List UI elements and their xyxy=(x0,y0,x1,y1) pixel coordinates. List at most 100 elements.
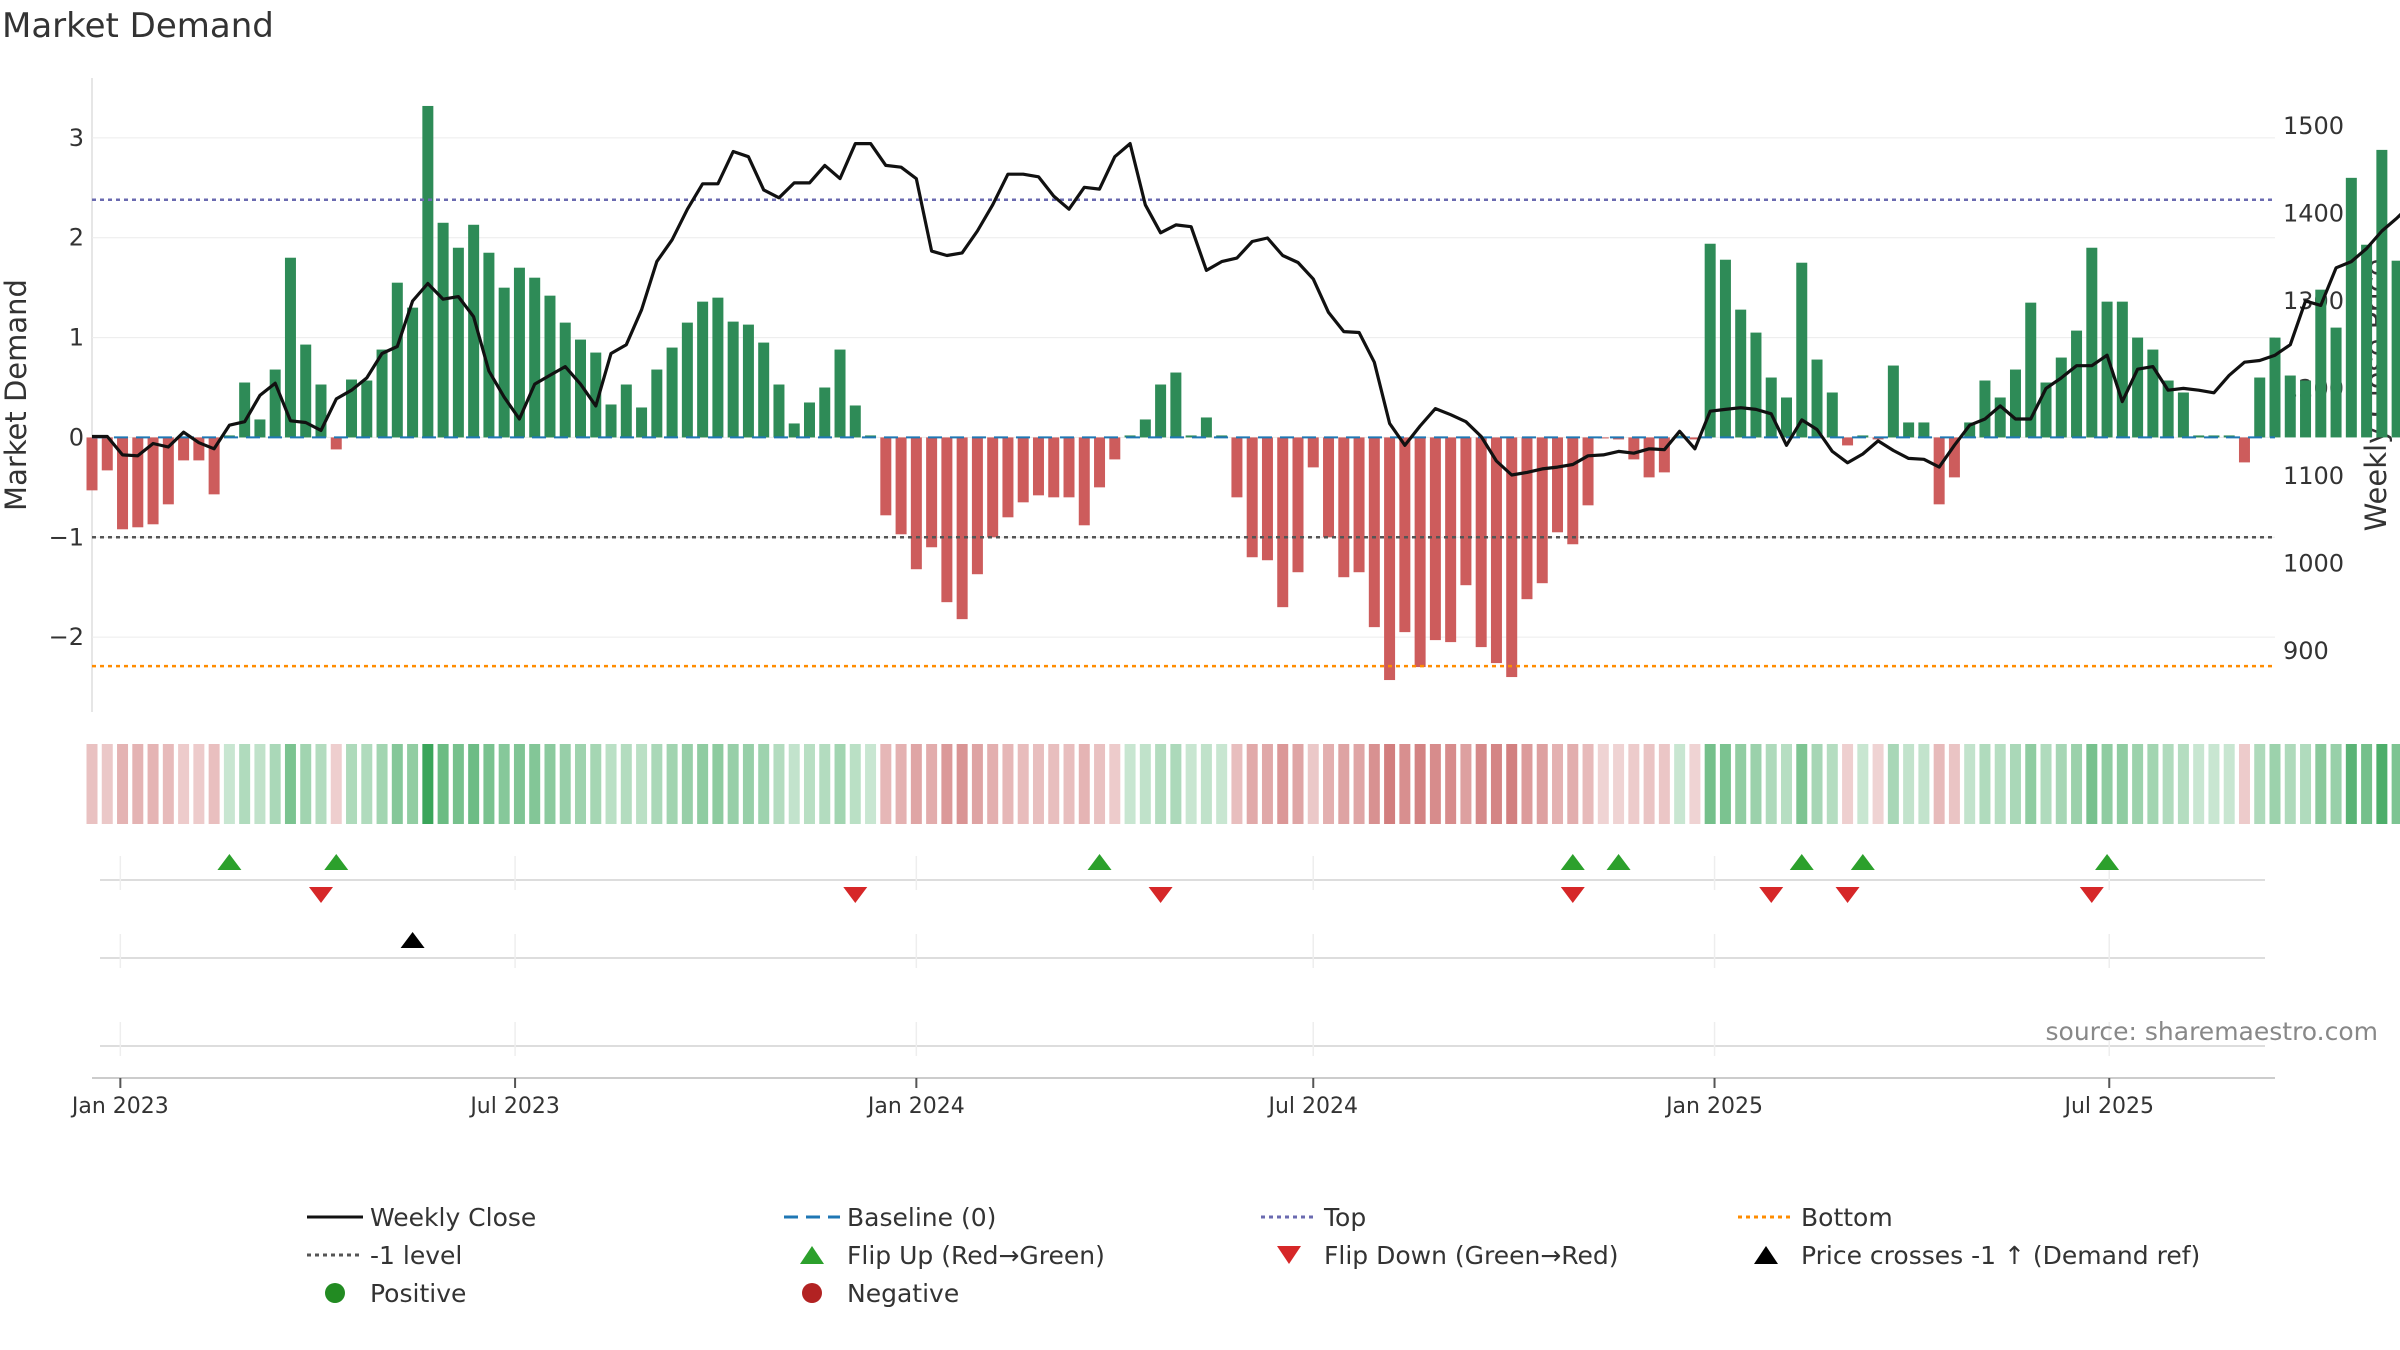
demand-bar xyxy=(1109,437,1121,460)
flip-up-marker xyxy=(324,854,349,870)
heat-cell xyxy=(1002,744,1014,824)
demand-bar xyxy=(2025,302,2037,438)
heat-cell xyxy=(2269,744,2281,824)
heat-cell xyxy=(1063,744,1075,824)
chart-title: Market Demand xyxy=(2,6,274,46)
heat-cell xyxy=(1903,744,1915,824)
flip-up-marker xyxy=(1560,854,1585,870)
heat-cell xyxy=(2025,744,2037,824)
heat-cell xyxy=(193,744,205,824)
demand-bar xyxy=(1948,437,1960,478)
demand-bar xyxy=(1689,437,1701,440)
demand-bar xyxy=(1765,377,1777,438)
demand-bar xyxy=(361,380,373,438)
heat-cell xyxy=(1292,744,1304,824)
heat-cell xyxy=(1414,744,1426,824)
demand-bar xyxy=(2177,392,2189,438)
demand-bar xyxy=(971,437,983,575)
demand-bar xyxy=(407,307,419,438)
demand-bar xyxy=(1445,437,1457,643)
demand-bar xyxy=(1521,437,1533,600)
demand-bar xyxy=(422,105,434,438)
heat-cell xyxy=(681,744,693,824)
heat-cell xyxy=(880,744,892,824)
heat-cell xyxy=(788,744,800,824)
demand-bar xyxy=(2315,289,2327,438)
heat-cell xyxy=(834,744,846,824)
heat-cell xyxy=(178,744,190,824)
demand-bar xyxy=(1567,437,1579,545)
heat-cell xyxy=(1094,744,1106,824)
demand-bar xyxy=(1933,437,1945,505)
demand-bar xyxy=(1200,417,1212,438)
heat-cell xyxy=(1643,744,1655,824)
heat-cell xyxy=(1979,744,1991,824)
heat-cell xyxy=(376,744,388,824)
legend-label: Positive xyxy=(370,1278,467,1308)
source-note: source: sharemaestro.com xyxy=(2046,1017,2379,1046)
demand-bar xyxy=(941,437,953,603)
heat-cell xyxy=(590,744,602,824)
y-tick-label: −1 xyxy=(49,523,84,551)
demand-bar xyxy=(2284,375,2296,438)
heat-cell xyxy=(391,744,403,824)
heat-cell xyxy=(773,744,785,824)
demand-bar xyxy=(1490,437,1502,664)
demand-bar xyxy=(666,347,678,438)
demand-bar xyxy=(2300,380,2312,438)
demand-bar xyxy=(346,379,358,438)
demand-bar xyxy=(2238,437,2250,463)
demand-bar xyxy=(2376,149,2388,438)
demand-bar xyxy=(1231,437,1243,498)
demand-bar xyxy=(498,287,510,438)
heat-cell xyxy=(1200,744,1212,824)
demand-bar xyxy=(1292,437,1304,573)
legend-swatch-bottom xyxy=(1731,1202,1801,1232)
heat-cell xyxy=(1521,744,1533,824)
flip-down-marker xyxy=(308,887,333,903)
y-tick-label: 3 xyxy=(69,124,84,152)
heat-cell xyxy=(1796,744,1808,824)
legend-swatch-price-cross xyxy=(1731,1240,1801,1270)
heat-cell xyxy=(1399,744,1411,824)
demand-bar xyxy=(910,437,922,570)
demand-bar xyxy=(147,437,159,525)
weekly-close-line xyxy=(92,142,2400,477)
heat-cell xyxy=(407,744,419,824)
demand-bar xyxy=(1735,309,1747,438)
heat-cell xyxy=(605,744,617,824)
y2-tick-label: 1500 xyxy=(2283,112,2344,140)
heat-cell xyxy=(1552,744,1564,824)
heat-cell xyxy=(1277,744,1289,824)
demand-bar xyxy=(727,321,739,438)
demand-bar xyxy=(926,437,938,548)
heat-cell xyxy=(575,744,586,824)
heat-cell xyxy=(1826,744,1838,824)
demand-bar xyxy=(300,344,312,438)
legend-swatch-weekly-close xyxy=(300,1202,370,1232)
heat-cell xyxy=(1719,744,1731,824)
heat-cell xyxy=(819,744,831,824)
flip-down-marker xyxy=(2079,887,2104,903)
heat-cell xyxy=(1048,744,1060,824)
heat-cell xyxy=(2071,744,2083,824)
heat-cell xyxy=(651,744,663,824)
demand-bar xyxy=(849,405,861,438)
demand-bar xyxy=(1094,437,1106,488)
demand-bar xyxy=(559,322,571,438)
y2-tick-label: 1300 xyxy=(2283,287,2344,315)
heat-cell xyxy=(239,744,251,824)
demand-bar xyxy=(1475,437,1487,648)
heat-cell xyxy=(2147,744,2159,824)
heat-cell xyxy=(758,744,770,824)
y-tick-label: 2 xyxy=(69,224,84,252)
legend-item-positive: Positive xyxy=(300,1278,777,1308)
demand-bar xyxy=(605,404,617,438)
heat-cell xyxy=(1597,744,1609,824)
legend-label: Bottom xyxy=(1801,1202,1893,1232)
heat-cell xyxy=(2345,744,2357,824)
heat-cell xyxy=(2391,744,2400,824)
heat-cell xyxy=(1872,744,1884,824)
demand-bar xyxy=(468,224,480,438)
legend-item-flip-down: Flip Down (Green→Red) xyxy=(1254,1240,1731,1270)
